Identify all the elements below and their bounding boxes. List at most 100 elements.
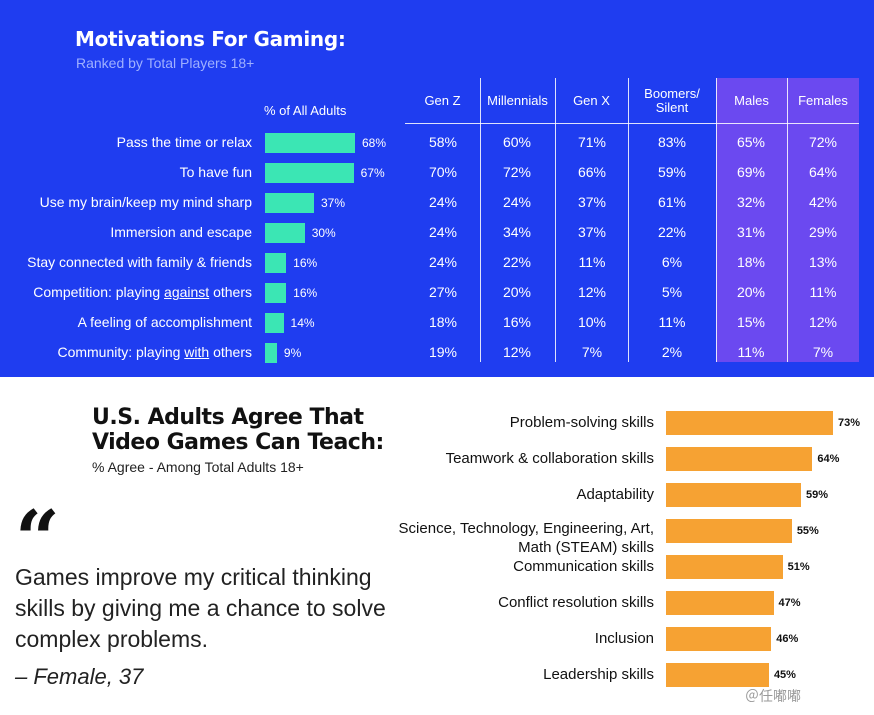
table-cell: 37% [577,224,607,240]
table-cell: 16% [502,314,532,330]
skill-bar [666,447,813,471]
skill-bar-value: 47% [778,597,801,609]
skill-label: Leadership skills [543,665,654,683]
table-cell: 60% [502,134,532,150]
table-cell: 42% [808,194,838,210]
skill-label: Problem-solving skills [509,413,654,431]
teach-chart-subtitle: % Agree - Among Total Adults 18+ [92,459,304,475]
motivation-bar-value: 14% [290,316,315,330]
motivation-bar [265,253,287,273]
motivation-label: Stay connected with family & friends [27,254,252,270]
motivation-label-part: Community: playing [57,344,185,360]
skill-bar-value: 55% [796,525,819,537]
motivation-bar-value: 30% [311,226,336,240]
skill-bar [666,519,792,543]
table-cell: 24% [428,194,458,210]
motivations-panel: Motivations For Gaming: Ranked by Total … [0,0,874,377]
motivation-label-emphasis: against [164,284,210,300]
table-cell: 20% [502,284,532,300]
table-cell: 31% [736,224,766,240]
table-cell: 22% [657,224,687,240]
table-cell: 11% [578,254,606,270]
skill-bar [666,591,774,615]
table-cell: 29% [808,224,838,240]
teach-title-line2: Video Games Can Teach: [92,430,384,455]
column-header-females: Females [798,93,848,108]
motivation-bar [265,163,354,183]
column-header-millennials: Millennials [487,93,548,108]
table-cell: 61% [657,194,687,210]
table-cell: 7% [812,344,834,360]
table-cell: 13% [808,254,838,270]
table-cell: 83% [657,134,687,150]
table-cell: 7% [581,344,603,360]
table-cell: 6% [661,254,683,270]
table-header-divider [405,123,859,124]
table-cell: 10% [577,314,607,330]
skill-label: Inclusion [594,629,654,647]
skill-label: Science, Technology, Engineering, Art, M… [398,520,654,556]
motivation-bar [265,133,355,153]
table-cell: 22% [502,254,532,270]
table-cell: 11% [809,284,837,300]
motivation-bar [265,313,284,333]
motivation-label-emphasis: with [184,344,210,360]
table-cell: 37% [577,194,607,210]
motivation-bar-value: 67% [360,166,385,180]
skill-label: Teamwork & collaboration skills [445,449,654,467]
skill-bar [666,627,772,651]
table-column-divider [480,78,481,362]
table-cell: 70% [428,164,458,180]
table-cell: 65% [736,134,766,150]
table-cell: 12% [502,344,532,360]
motivation-label: Competition: playing against others [33,284,252,300]
skill-bar [666,555,783,579]
skill-bar [666,411,833,435]
column-header-gen-z: Gen Z [424,93,461,108]
table-cell: 12% [577,284,607,300]
table-cell: 20% [736,284,766,300]
table-cell: 32% [736,194,766,210]
table-cell: 18% [736,254,766,270]
table-column-divider [628,78,629,362]
table-cell: 59% [657,164,687,180]
table-cell: 15% [736,314,766,330]
table-column-divider [787,78,788,362]
skill-bar-value: 59% [805,489,828,501]
skill-label: Adaptability [576,485,654,503]
motivation-label-part: others [209,284,252,300]
motivation-bar-value: 37% [320,196,345,210]
table-cell: 34% [502,224,532,240]
motivation-label: Pass the time or relax [116,134,252,150]
skill-label: Communication skills [513,557,654,575]
table-cell: 18% [428,314,458,330]
table-column-divider [555,78,556,362]
table-cell: 66% [577,164,607,180]
skill-bar-value: 46% [776,633,799,645]
motivation-label: Use my brain/keep my mind sharp [39,194,252,210]
table-cell: 69% [736,164,766,180]
table-cell: 58% [428,134,458,150]
motivation-bar [265,343,277,363]
motivations-subtitle: Ranked by Total Players 18+ [76,55,255,71]
motivation-bar-value: 16% [293,256,318,270]
motivation-bar [265,223,305,243]
all-adults-column-header: % of All Adults [264,103,347,118]
table-cell: 2% [661,344,683,360]
table-cell: 24% [502,194,532,210]
motivation-label: A feeling of accomplishment [77,314,252,330]
skill-bar [666,483,801,507]
motivation-label-part: Competition: playing [33,284,165,300]
skill-bar-value: 73% [838,417,861,429]
table-cell: 5% [661,284,683,300]
quote-mark-icon: “ [15,494,60,585]
motivation-label: Immersion and escape [110,224,252,240]
motivation-bar [265,283,287,303]
column-header-boomers-silent: Boomers/ Silent [644,86,700,115]
table-cell: 19% [428,344,458,360]
skill-bar [666,663,769,687]
motivations-title: Motivations For Gaming: [75,27,346,51]
table-column-divider [716,78,717,362]
table-cell: 72% [502,164,532,180]
column-header-males: Males [734,93,769,108]
